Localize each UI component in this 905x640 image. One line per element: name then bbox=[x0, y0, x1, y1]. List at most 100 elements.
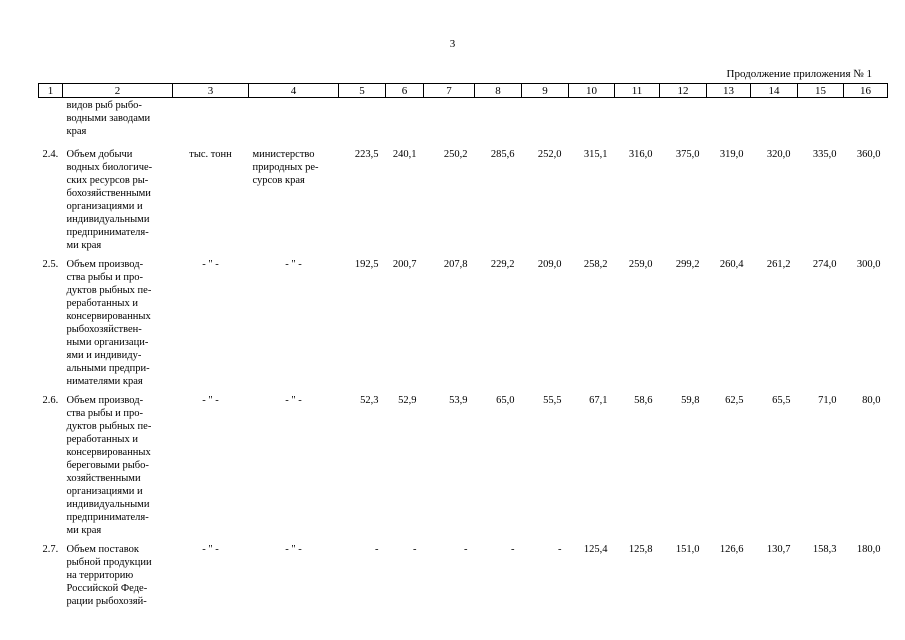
header-cell: 2 bbox=[62, 83, 173, 98]
cell-line: ями и индивиду- bbox=[66, 350, 142, 361]
table-row: 2.4. Объем добычи водных биологиче-ских ре… bbox=[39, 148, 888, 258]
value: 261,2 bbox=[766, 259, 791, 270]
cell-line: сурсов края bbox=[252, 175, 305, 186]
cell-line: водными заводами bbox=[66, 113, 151, 124]
row-number bbox=[39, 98, 63, 149]
value: 65,5 bbox=[772, 395, 791, 406]
row-number: 2.4. bbox=[42, 149, 59, 160]
header-cell: 8 bbox=[474, 83, 522, 98]
value: 65,0 bbox=[496, 395, 515, 406]
cell-line: бохозяйственными bbox=[66, 188, 151, 199]
value: 274,0 bbox=[812, 259, 837, 270]
unit bbox=[173, 98, 249, 149]
value: 158,3 bbox=[812, 544, 837, 555]
value: 67,1 bbox=[589, 395, 608, 406]
unit: - " - bbox=[202, 395, 219, 406]
cell-line: Российской Феде- bbox=[66, 583, 148, 594]
header-cell: 5 bbox=[338, 83, 386, 98]
table-row: 2.7. Объем поставок рыбной продукции на тер… bbox=[39, 543, 888, 614]
cell-line: Объем производ- bbox=[66, 395, 144, 406]
value bbox=[475, 98, 522, 149]
value: 55,5 bbox=[543, 395, 562, 406]
cell-line: края bbox=[66, 126, 87, 137]
value: 180,0 bbox=[856, 544, 881, 555]
cell-line: министерство bbox=[252, 149, 315, 160]
header-cell: 14 bbox=[750, 83, 798, 98]
header-cell: 15 bbox=[797, 83, 844, 98]
cell-line: хозяйственными bbox=[66, 473, 141, 484]
value: 151,0 bbox=[675, 544, 700, 555]
cell-line: Объем производ- bbox=[66, 259, 144, 270]
header-cell: 12 bbox=[659, 83, 707, 98]
cell-line: реработанных и bbox=[66, 434, 138, 445]
value: - bbox=[413, 544, 417, 555]
value bbox=[386, 98, 424, 149]
cell-line: ми края bbox=[66, 240, 102, 251]
header-row: 1 2 3 4 5 6 7 8 9 10 11 12 13 14 15 16 bbox=[38, 83, 888, 98]
cell-line: рации рыбохозяй- bbox=[66, 596, 147, 607]
value bbox=[522, 98, 569, 149]
value: - bbox=[558, 544, 562, 555]
cell-line: индивидуальными bbox=[66, 214, 150, 225]
value: 360,0 bbox=[856, 149, 881, 160]
header-cell: 3 bbox=[172, 83, 249, 98]
header-cell: 11 bbox=[614, 83, 660, 98]
value bbox=[844, 98, 888, 149]
responsible bbox=[249, 98, 339, 149]
table-body: видов рыб рыбо-водными заводами края 2.4. О… bbox=[39, 98, 888, 615]
value: 53,9 bbox=[449, 395, 468, 406]
value: 209,0 bbox=[537, 259, 562, 270]
cell-line: предпринимателя- bbox=[66, 512, 149, 523]
unit: - " - bbox=[202, 259, 219, 270]
row-number: 2.7. bbox=[42, 544, 59, 555]
header-cell: 9 bbox=[521, 83, 569, 98]
description: Объем производ-ства рыбы и про-дуктов ры… bbox=[63, 394, 173, 543]
table-row: видов рыб рыбо-водными заводами края bbox=[39, 98, 888, 149]
cell-line: дуктов рыбных пе- bbox=[66, 285, 152, 296]
cell-line: природных ре- bbox=[252, 162, 319, 173]
value: 125,4 bbox=[583, 544, 608, 555]
value: 260,4 bbox=[719, 259, 744, 270]
value: 80,0 bbox=[862, 395, 881, 406]
table: 1 2 3 4 5 6 7 8 9 10 11 12 13 14 15 16 видов рыб рыбо-в… bbox=[38, 83, 888, 614]
responsible: - " - bbox=[285, 395, 302, 406]
value: 71,0 bbox=[818, 395, 837, 406]
cell-line: рыбной продукции bbox=[66, 557, 152, 568]
value bbox=[615, 98, 660, 149]
value bbox=[751, 98, 798, 149]
value: - bbox=[464, 544, 468, 555]
value: 285,6 bbox=[490, 149, 515, 160]
cell-line: дуктов рыбных пе- bbox=[66, 421, 152, 432]
header-cell: 7 bbox=[423, 83, 475, 98]
cell-line: ских ресурсов ры- bbox=[66, 175, 149, 186]
value: 223,5 bbox=[354, 149, 379, 160]
value: 316,0 bbox=[628, 149, 653, 160]
value: 300,0 bbox=[856, 259, 881, 270]
header-cell: 1 bbox=[38, 83, 63, 98]
value: 375,0 bbox=[675, 149, 700, 160]
cell-line: организациями и bbox=[66, 201, 143, 212]
cell-line: индивидуальными bbox=[66, 499, 150, 510]
value: 58,6 bbox=[634, 395, 653, 406]
value bbox=[798, 98, 844, 149]
cell-line: Объем поставок bbox=[66, 544, 139, 555]
value: 62,5 bbox=[725, 395, 744, 406]
value: 315,1 bbox=[583, 149, 608, 160]
cell-line: ными организаци- bbox=[66, 337, 149, 348]
unit: тыс. тонн bbox=[189, 149, 232, 160]
value: - bbox=[511, 544, 515, 555]
value: 320,0 bbox=[766, 149, 791, 160]
value bbox=[707, 98, 751, 149]
value bbox=[424, 98, 475, 149]
cell-line: рыбохозяйствен- bbox=[66, 324, 142, 335]
cell-line: реработанных и bbox=[66, 298, 138, 309]
header-cell: 4 bbox=[248, 83, 339, 98]
description: видов рыб рыбо-водными заводами края bbox=[63, 98, 173, 149]
header-cell: 16 bbox=[843, 83, 888, 98]
row-number: 2.6. bbox=[42, 395, 59, 406]
value: 192,5 bbox=[354, 259, 379, 270]
cell-line: организациями и bbox=[66, 486, 143, 497]
responsible: - " - bbox=[285, 259, 302, 270]
value: 335,0 bbox=[812, 149, 837, 160]
